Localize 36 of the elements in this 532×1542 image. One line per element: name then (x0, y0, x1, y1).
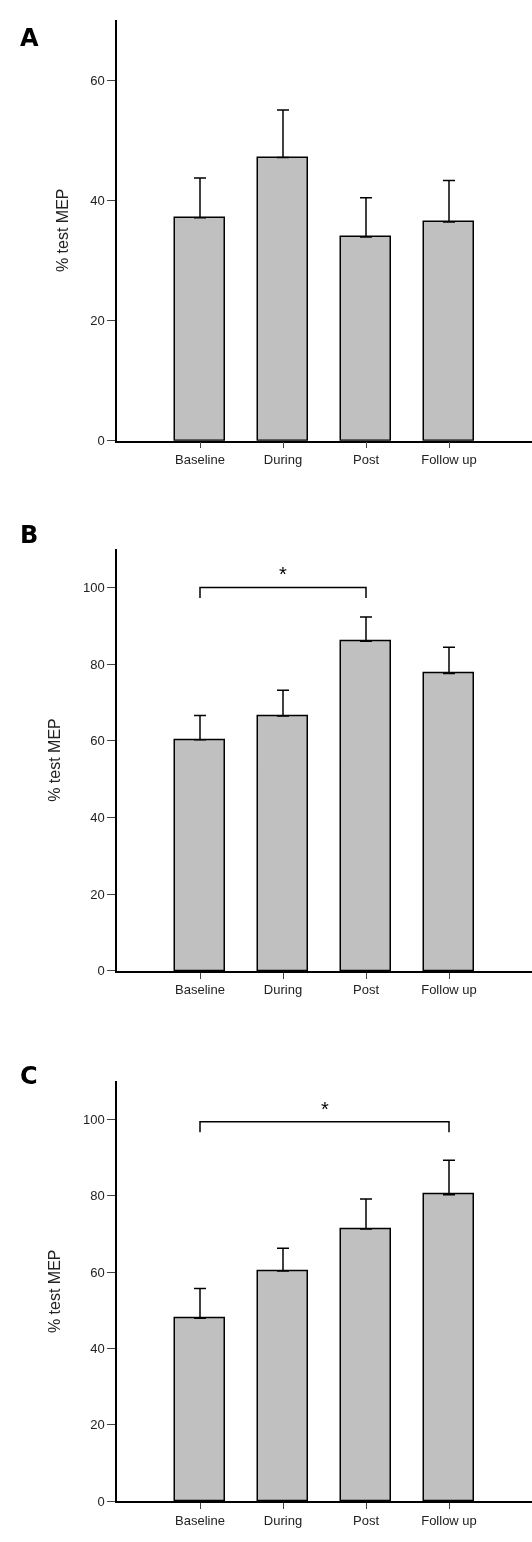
y-tick-label: 40 (90, 192, 105, 208)
x-tick-label: Baseline (175, 982, 225, 998)
y-tick-label: 40 (90, 1341, 105, 1357)
y-axis-title: % test MEP (46, 718, 64, 802)
y-tick-label: 0 (97, 433, 105, 449)
x-tick-label: Baseline (175, 1512, 225, 1528)
y-tick-label: 20 (90, 886, 105, 902)
y-tick-label: 40 (90, 810, 105, 826)
y-tick-label: 80 (90, 1188, 105, 1204)
x-tick-label: Post (352, 982, 380, 998)
y-axis-title: % test MEP (53, 188, 71, 273)
y-tick-label: 60 (90, 72, 105, 88)
x-tick-label: During (263, 1512, 303, 1528)
y-tick-label: 20 (90, 313, 105, 329)
y-tick-label: 60 (90, 1264, 105, 1280)
x-tick-label: Follow up (421, 452, 477, 468)
x-tick-label: Post (352, 452, 380, 468)
y-tick-label: 0 (97, 963, 105, 979)
y-axis-title: % test MEP (46, 1249, 64, 1334)
x-tick-label: Follow up (421, 1512, 477, 1528)
annotation: * (279, 563, 287, 585)
y-tick-label: 100 (82, 1112, 105, 1128)
chart-title: B (20, 521, 39, 549)
x-tick-label: Baseline (175, 452, 225, 468)
chart-title: C (20, 1062, 38, 1090)
chart-title: A (20, 24, 39, 52)
x-tick-label: Follow up (421, 982, 477, 998)
y-tick-label: 100 (82, 580, 105, 596)
x-tick-label: During (263, 452, 303, 468)
y-tick-label: 60 (90, 733, 105, 749)
x-tick-label: During (263, 982, 303, 998)
x-tick-label: Post (352, 1512, 380, 1528)
y-tick-label: 80 (90, 656, 105, 672)
annotation: * (321, 1098, 329, 1120)
y-tick-label: 0 (97, 1493, 105, 1509)
y-tick-label: 20 (90, 1417, 105, 1433)
